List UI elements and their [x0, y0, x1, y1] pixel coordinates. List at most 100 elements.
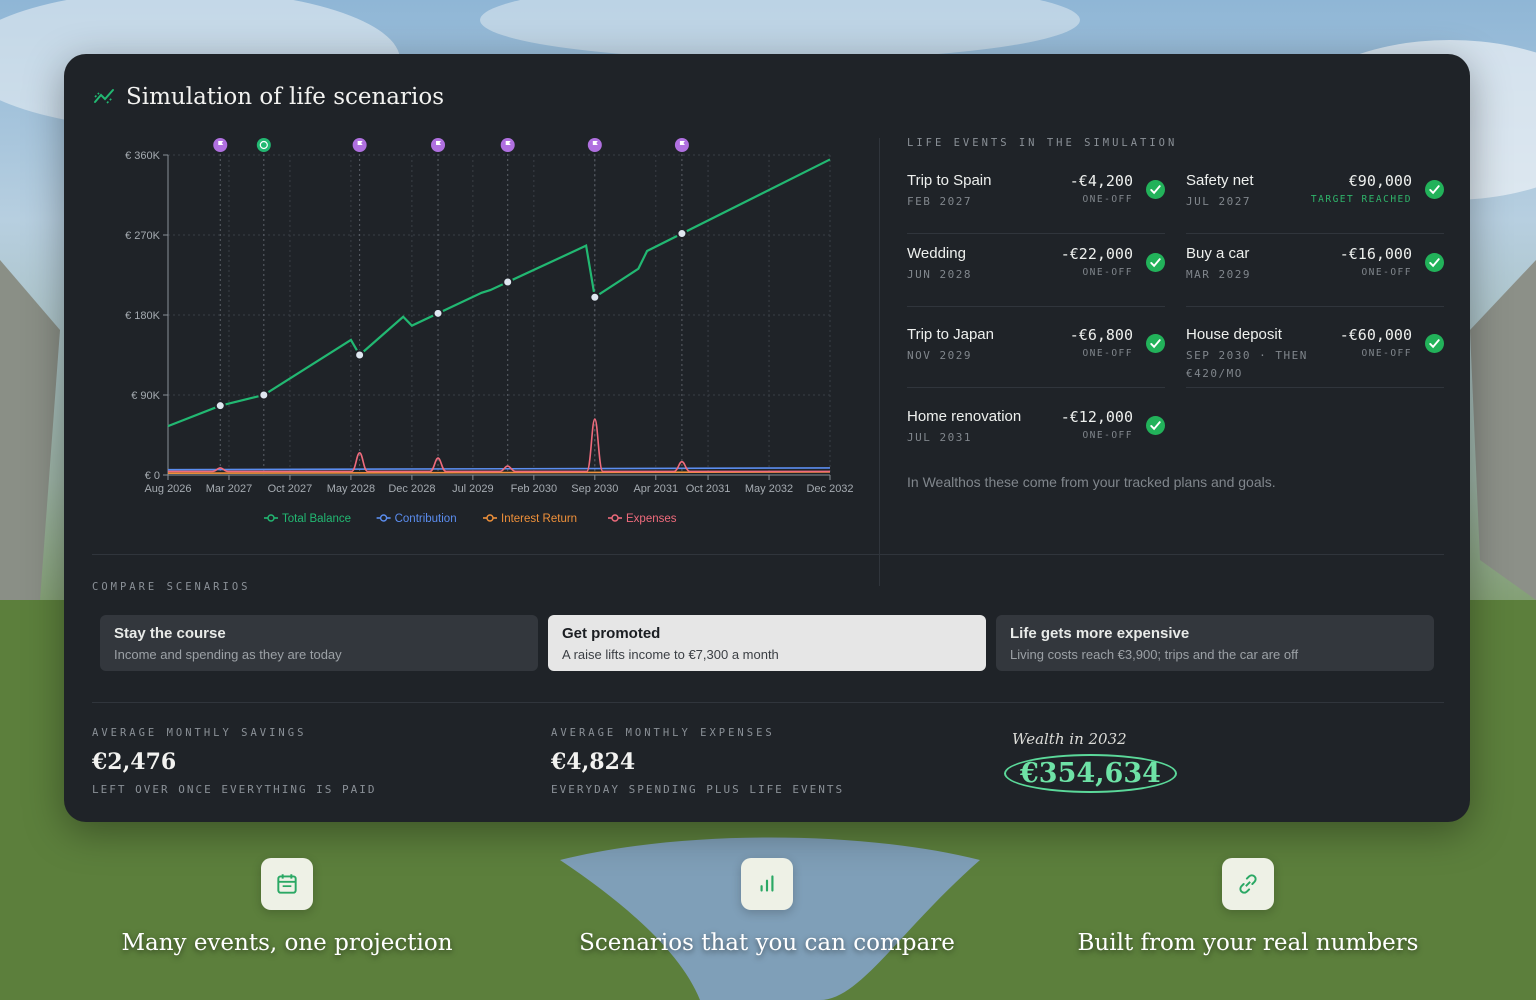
events-footnote: In Wealthos these come from your tracked…	[907, 474, 1276, 490]
event-note: ONE-OFF	[1361, 267, 1412, 278]
trend-chart-icon	[92, 85, 116, 109]
x-tick-label: Apr 2031	[633, 483, 678, 495]
card-title-text: Simulation of life scenarios	[126, 84, 445, 110]
event-note: ONE-OFF	[1361, 348, 1412, 359]
legend-label: Total Balance	[282, 513, 351, 525]
event-amount: -€60,000	[1339, 326, 1412, 344]
event-name: Wedding	[907, 245, 966, 262]
event-amount: -€6,800	[1069, 326, 1133, 344]
x-tick-label: May 2028	[327, 483, 375, 495]
life-event-item: Safety net JUL 2027 €90,000 TARGET REACHED	[1186, 172, 1444, 234]
stat-value: €4,824	[551, 749, 636, 775]
balance-point	[354, 349, 366, 361]
flag-glyph	[679, 141, 685, 149]
event-amount: -€22,000	[1060, 245, 1133, 263]
event-amount: €90,000	[1348, 172, 1412, 190]
check-icon	[1425, 180, 1444, 199]
series-line-expenses	[168, 418, 830, 473]
check-icon	[1146, 180, 1165, 199]
event-date: SEP 2030 · THEN €420/MO	[1186, 349, 1308, 380]
x-tick-label: Dec 2028	[388, 483, 435, 495]
legend-marker	[486, 514, 494, 522]
check-icon	[1425, 334, 1444, 353]
legend-marker	[611, 514, 619, 522]
flag-glyph	[357, 141, 363, 149]
life-event-item: House deposit SEP 2030 · THEN €420/MO -€60…	[1186, 326, 1444, 388]
balance-chart: € 360K € 270K € 180K € 90K € 0 Aug 2026 Mar 20…	[104, 134, 864, 534]
flag-glyph	[592, 141, 598, 149]
scenario-life-gets-more-expensive[interactable]: Life gets more expensive Living costs re…	[996, 615, 1434, 671]
event-date: JUN 2028	[907, 268, 972, 281]
feature-text: Many events, one projection	[121, 930, 453, 956]
stat-label: AVERAGE MONTHLY SAVINGS	[92, 727, 307, 739]
life-event-item: Buy a car MAR 2029 -€16,000 ONE-OFF	[1186, 245, 1444, 307]
events-label: LIFE EVENTS IN THE SIMULATION	[907, 137, 1178, 149]
event-date: JUL 2027	[1186, 195, 1251, 208]
event-note: ONE-OFF	[1082, 430, 1133, 441]
scenario-subtitle: A raise lifts income to €7,300 a month	[562, 647, 779, 662]
x-tick-label: Oct 2027	[268, 483, 313, 495]
stat-subtitle: LEFT OVER ONCE EVERYTHING IS PAID	[92, 783, 377, 796]
x-tick-label: Dec 2032	[806, 483, 853, 495]
stat-expenses: AVERAGE MONTHLY EXPENSES €4,824 EVERYDAY…	[551, 727, 844, 796]
balance-point	[676, 228, 688, 240]
legend-label: Interest Return	[501, 513, 577, 525]
column-divider	[879, 138, 880, 586]
event-amount: -€12,000	[1060, 408, 1133, 426]
feature-text: Scenarios that you can compare	[579, 930, 955, 956]
feature-many-events: Many events, one projection	[77, 858, 497, 956]
event-note: ONE-OFF	[1082, 194, 1133, 205]
y-tick-label: € 360K	[125, 150, 161, 162]
event-note: TARGET REACHED	[1310, 194, 1412, 205]
event-amount: -€16,000	[1339, 245, 1412, 263]
stat-subtitle: EVERYDAY SPENDING PLUS LIFE EVENTS	[551, 783, 845, 796]
compare-label: COMPARE SCENARIOS	[92, 581, 251, 593]
balance-point	[432, 307, 444, 319]
life-event-item: Trip to Japan NOV 2029 -€6,800 ONE-OFF	[907, 326, 1165, 388]
check-icon	[1146, 416, 1165, 435]
life-event-item: Wedding JUN 2028 -€22,000 ONE-OFF	[907, 245, 1165, 307]
scenario-title: Life gets more expensive	[1010, 625, 1190, 642]
event-name: House deposit	[1186, 326, 1282, 343]
x-tick-label: Feb 2030	[511, 483, 557, 495]
feature-text: Built from your real numbers	[1077, 930, 1419, 956]
scenario-title: Stay the course	[114, 625, 226, 642]
wealth-highlight: Wealth in 2032 €354,634	[1004, 730, 1177, 793]
event-date: MAR 2029	[1186, 268, 1251, 281]
goal-marker-ring	[259, 140, 268, 150]
event-name: Buy a car	[1186, 245, 1250, 262]
scenario-subtitle: Living costs reach €3,900; trips and the…	[1010, 647, 1299, 662]
link-icon	[1222, 858, 1274, 910]
event-date: NOV 2029	[907, 349, 972, 362]
x-tick-label: Mar 2027	[206, 483, 252, 495]
flag-glyph	[218, 141, 224, 149]
stat-label: AVERAGE MONTHLY EXPENSES	[551, 727, 775, 739]
flag-glyph	[436, 141, 442, 149]
divider	[92, 554, 1444, 555]
event-name: Safety net	[1186, 172, 1254, 189]
feature-scenarios: Scenarios that you can compare	[557, 858, 977, 956]
event-date: FEB 2027	[907, 195, 972, 208]
x-tick-label: Aug 2026	[144, 483, 191, 495]
legend-marker	[379, 514, 388, 522]
y-tick-label: € 90K	[131, 390, 160, 402]
legend-label: Contribution	[395, 513, 457, 525]
y-tick-label: € 270K	[125, 230, 161, 242]
check-icon	[1425, 253, 1444, 272]
event-date: JUL 2031	[907, 431, 972, 444]
bar-chart-icon	[741, 858, 793, 910]
x-tick-label: May 2032	[745, 483, 793, 495]
scenario-stay-the-course[interactable]: Stay the course Income and spending as t…	[100, 615, 538, 671]
x-tick-label: Sep 2030	[571, 483, 618, 495]
flag-glyph	[505, 141, 511, 149]
y-tick-label: € 0	[145, 470, 160, 482]
balance-point	[214, 400, 226, 412]
life-event-item: Home renovation JUL 2031 -€12,000 ONE-OFF	[907, 408, 1165, 470]
legend-marker	[267, 514, 275, 522]
event-note: ONE-OFF	[1082, 348, 1133, 359]
y-tick-label: € 180K	[125, 310, 161, 322]
x-tick-label: Oct 2031	[686, 483, 731, 495]
event-name: Trip to Spain	[907, 172, 992, 189]
check-icon	[1146, 334, 1165, 353]
scenario-get-promoted[interactable]: Get promoted A raise lifts income to €7,…	[548, 615, 986, 671]
